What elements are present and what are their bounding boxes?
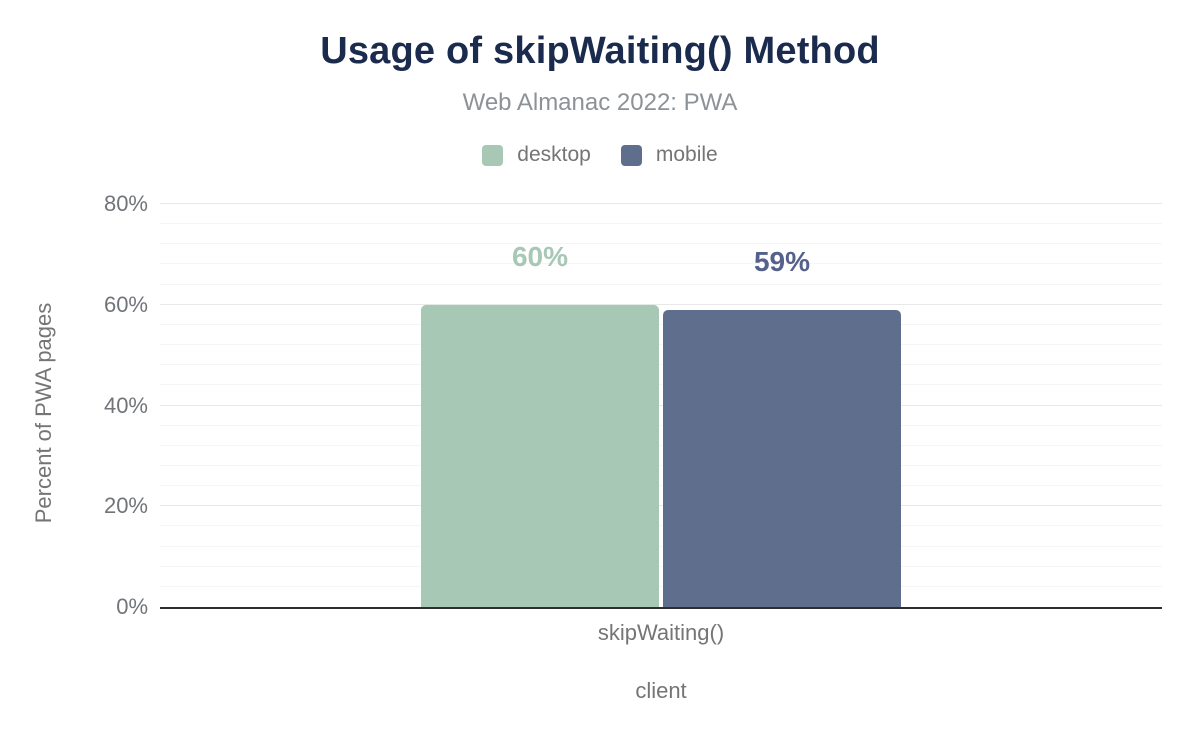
y-tick-label: 60%	[103, 291, 148, 317]
legend: desktop mobile	[0, 143, 1200, 167]
minor-gridline	[160, 525, 1162, 527]
bar-mobile[interactable]	[663, 309, 901, 607]
value-label-mobile: 59%	[753, 245, 811, 277]
minor-gridline	[160, 485, 1162, 487]
chart-subtitle: Web Almanac 2022: PWA	[462, 89, 738, 116]
y-tick-labels: 0% 20% 40% 60% 80%	[0, 193, 148, 618]
minor-gridline	[160, 364, 1162, 366]
minor-gridline	[160, 223, 1162, 225]
minor-gridline	[160, 464, 1162, 466]
minor-gridline	[160, 384, 1162, 386]
legend-swatch-desktop	[482, 144, 504, 166]
minor-gridline	[160, 444, 1162, 446]
x-tick-label: skipWaiting()	[597, 620, 725, 645]
x-axis-title: client	[635, 678, 687, 703]
major-gridline	[160, 203, 1162, 204]
y-tick-label: 20%	[103, 493, 148, 519]
legend-label-mobile: mobile	[655, 143, 718, 166]
value-label-desktop: 60%	[511, 240, 569, 272]
y-tick-label: 80%	[103, 191, 148, 216]
bar-desktop[interactable]	[421, 304, 659, 607]
minor-gridline	[160, 243, 1162, 245]
major-gridline	[160, 505, 1162, 507]
minor-gridline	[160, 565, 1162, 567]
chart-title: Usage of skipWaiting() Method	[320, 30, 880, 72]
minor-gridline	[160, 323, 1162, 325]
y-tick-label: 40%	[103, 392, 148, 418]
minor-gridline	[160, 344, 1162, 346]
major-gridline	[160, 404, 1162, 406]
legend-item-mobile: mobile	[620, 143, 718, 167]
legend-item-desktop: desktop	[482, 143, 591, 167]
minor-gridline	[160, 545, 1162, 547]
minor-gridline	[160, 283, 1162, 285]
legend-label-desktop: desktop	[517, 143, 591, 166]
y-tick-label: 0%	[116, 594, 148, 619]
legend-swatch-mobile	[620, 144, 642, 166]
major-gridline	[160, 303, 1162, 305]
plot-area: 60% 59%	[160, 203, 1162, 609]
minor-gridline	[160, 424, 1162, 426]
minor-gridline	[160, 585, 1162, 587]
minor-gridline	[160, 263, 1162, 265]
